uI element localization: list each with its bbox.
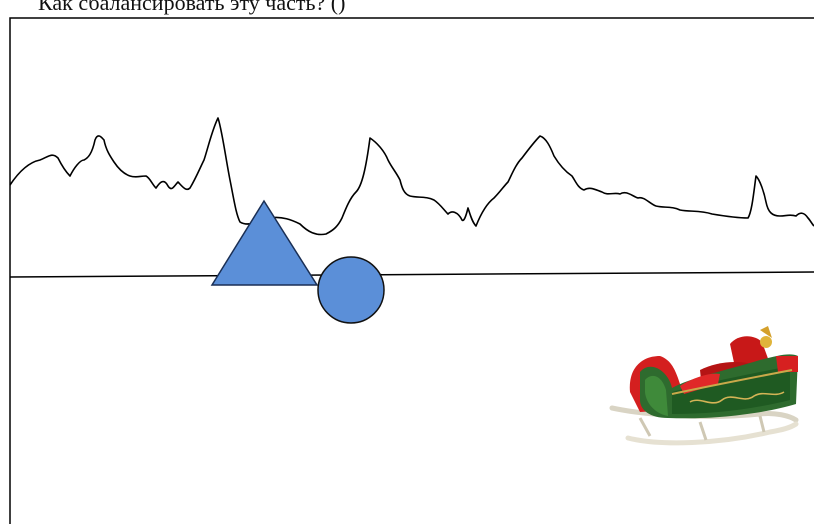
circle-shape[interactable] <box>317 256 385 324</box>
sleigh-icon <box>609 326 799 446</box>
baseline-line <box>9 271 814 278</box>
triangle-shape[interactable] <box>210 199 319 286</box>
question-text: Как сбалансировать эту часть? () <box>38 0 346 15</box>
frame-border <box>9 17 814 524</box>
landscape-outline <box>9 117 814 236</box>
